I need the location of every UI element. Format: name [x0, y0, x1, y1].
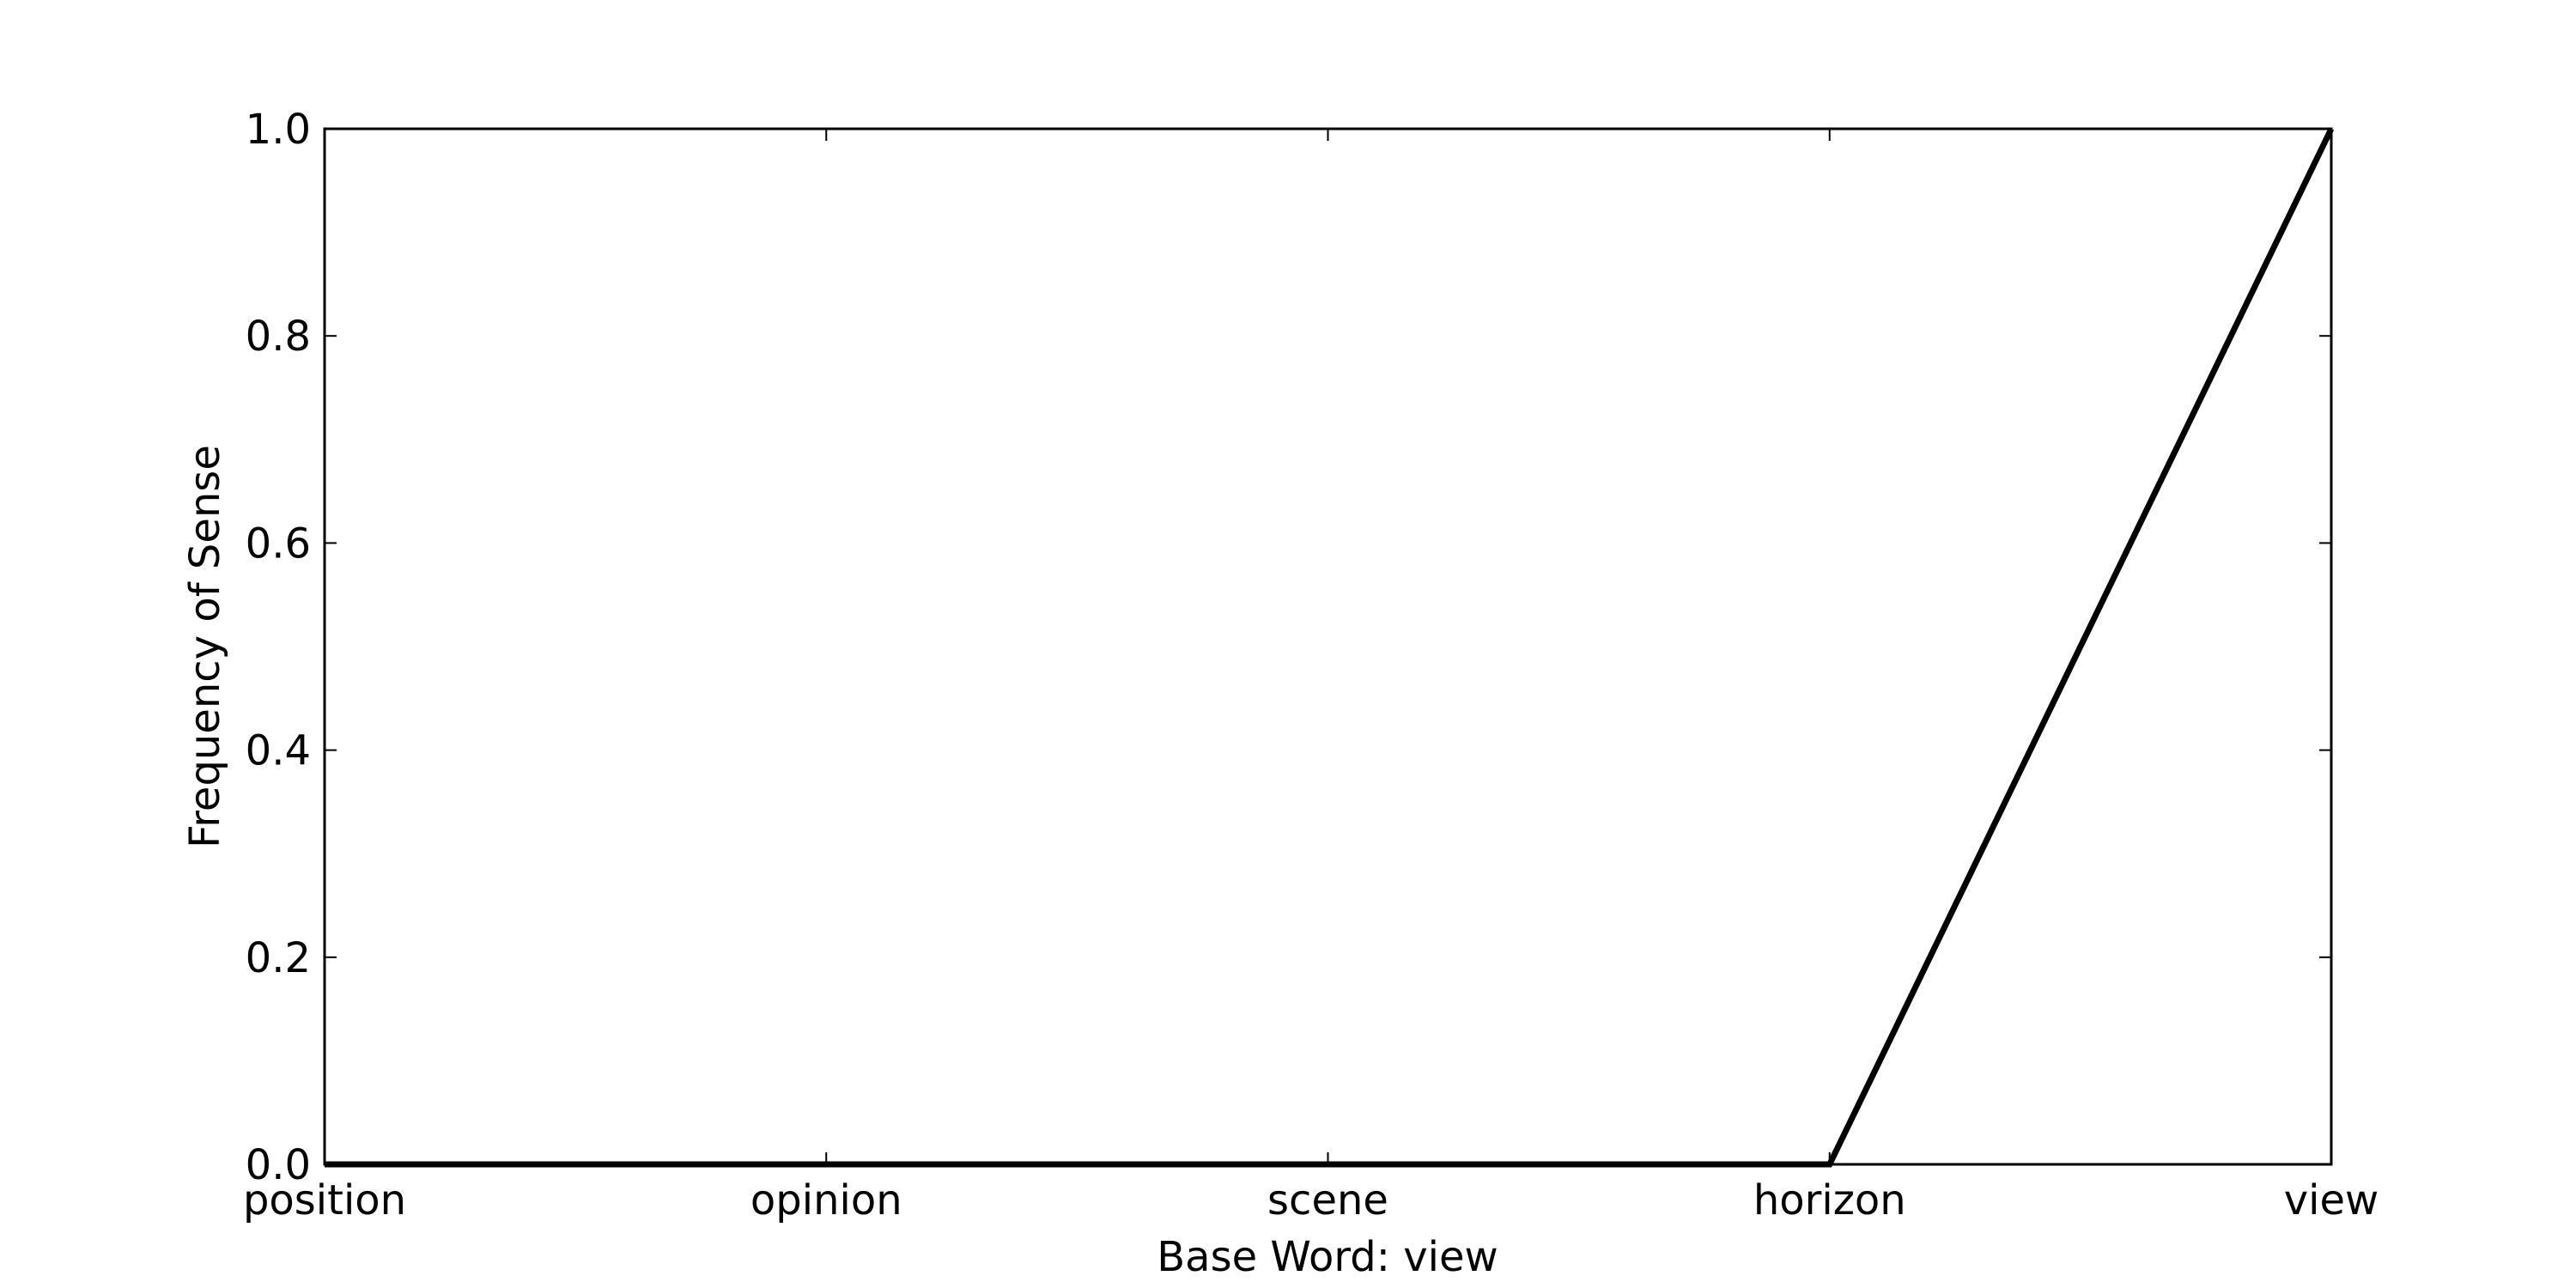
- y-tick-label: 0.6: [246, 519, 311, 568]
- y-axis-label: Frequency of Sense: [181, 445, 229, 848]
- y-tick-label: 0.8: [246, 313, 311, 361]
- x-tick-label: horizon: [1753, 1176, 1906, 1224]
- y-axis-ticks: 0.0 0.2 0.4 0.6 0.8 1.0: [246, 106, 2331, 1189]
- y-tick-label: 1.0: [246, 106, 311, 154]
- series-line: [325, 127, 2335, 1168]
- x-tick-label: scene: [1267, 1176, 1388, 1224]
- x-axis-ticks: position opinion scene horizon view: [243, 129, 2379, 1224]
- x-axis-label: Base Word: view: [1157, 1233, 1498, 1281]
- series-lines: [325, 127, 2335, 1168]
- x-tick-label: opinion: [750, 1176, 902, 1224]
- y-tick-label: 0.0: [246, 1141, 311, 1189]
- y-tick-label: 0.2: [246, 934, 311, 982]
- x-tick-label: position: [243, 1176, 406, 1224]
- x-tick-label: view: [2284, 1176, 2379, 1224]
- y-tick-label: 0.4: [246, 727, 311, 775]
- plot-frame: [323, 127, 2333, 1166]
